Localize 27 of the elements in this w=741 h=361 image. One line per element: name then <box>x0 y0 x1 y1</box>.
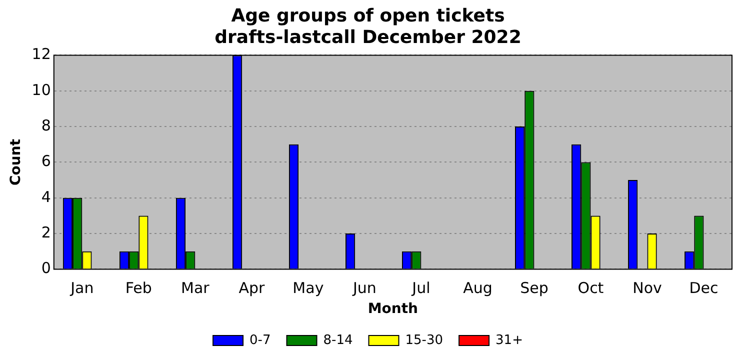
x-tick-label: Feb <box>125 279 152 298</box>
legend-label: 31+ <box>496 332 523 348</box>
x-tick-label: Dec <box>689 279 718 298</box>
y-tick-label: 0 <box>41 259 51 278</box>
y-tick-label: 2 <box>41 223 51 242</box>
y-tick-label: 12 <box>32 45 51 64</box>
text: Age groups of open tickets <box>231 5 505 26</box>
x-tick-label: Jun <box>352 279 376 298</box>
x-tick-label: May <box>292 279 324 298</box>
y-axis-title: Count <box>8 138 24 186</box>
x-tick-label: Nov <box>632 279 662 298</box>
legend-label: 15-30 <box>405 332 444 348</box>
x-tick-label: Sep <box>520 279 548 298</box>
legend-label: 8-14 <box>323 332 353 348</box>
x-tick-label: Jul <box>411 279 430 298</box>
x-tick-label: Jan <box>70 279 94 298</box>
y-tick-label: 6 <box>41 152 51 170</box>
x-tick-label: Oct <box>578 279 604 298</box>
text: drafts-lastcall December 2022 <box>214 27 522 48</box>
legend-label: 0-7 <box>250 332 271 348</box>
y-tick-label: 8 <box>41 116 51 134</box>
y-tick-label: 10 <box>32 80 51 99</box>
x-tick-label: Mar <box>181 279 210 298</box>
x-tick-label: Apr <box>238 279 266 298</box>
y-tick-label: 4 <box>41 188 51 206</box>
x-axis-title: Month <box>368 301 418 318</box>
x-tick-label: Aug <box>463 279 492 298</box>
